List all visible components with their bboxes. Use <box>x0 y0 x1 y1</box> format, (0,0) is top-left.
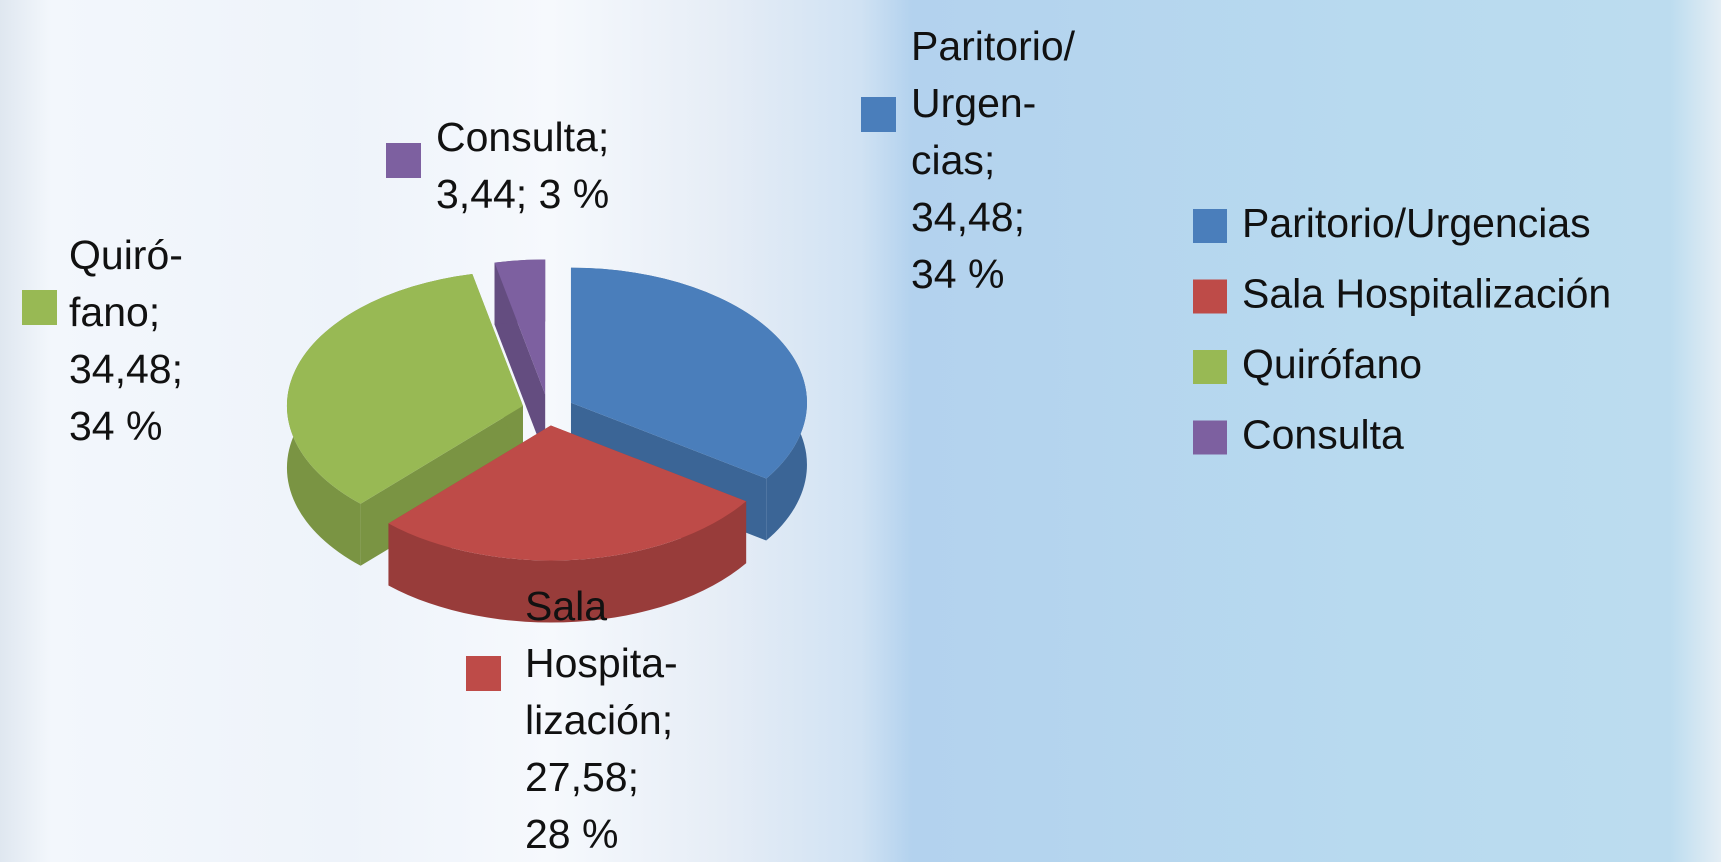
data-label: Paritorio/Urgen-cias; 34,48; 34 % <box>911 23 1076 297</box>
data-label-line: 34 % <box>911 251 1004 297</box>
data-label-line: Hospita- <box>525 640 678 686</box>
legend-label: Sala Hospitalización <box>1242 270 1611 316</box>
legend-swatch <box>1193 350 1227 384</box>
slice-side <box>388 501 747 623</box>
legend-label: Consulta <box>1242 411 1404 457</box>
slice <box>570 267 807 479</box>
data-label-line: Paritorio/ <box>911 23 1076 69</box>
data-label-line: Quiró- <box>69 232 183 278</box>
data-label-line: lización; <box>525 697 673 743</box>
legend-swatch <box>1193 420 1227 455</box>
slice <box>388 425 747 561</box>
data-label-line: cias; <box>911 137 995 183</box>
data-label: Consulta; 3,44; 3 % <box>436 114 609 217</box>
data-label-line: 34,48; <box>69 346 183 392</box>
data-label-line: 28 % <box>525 811 618 857</box>
legend-swatch <box>1193 279 1227 314</box>
slice <box>286 273 523 504</box>
data-label-line: fano; <box>69 289 160 335</box>
data-label: Sala Hospita-lización; 27,58; 28 % <box>525 583 678 857</box>
data-label-key <box>22 290 57 325</box>
data-label-line: 3,44; 3 % <box>436 171 609 217</box>
data-label-line: 34 % <box>69 403 162 449</box>
data-label-line: 27,58; <box>525 754 639 800</box>
data-label-key <box>466 656 501 691</box>
data-label-key <box>386 143 421 178</box>
data-label-line: Urgen- <box>911 80 1036 126</box>
data-label: Quiró-fano; 34,48; 34 % <box>69 232 183 449</box>
data-label-line: Sala <box>525 583 607 629</box>
legend-label: Quirófano <box>1242 341 1422 387</box>
legend-label: Paritorio/Urgencias <box>1242 200 1591 246</box>
slice <box>494 259 546 395</box>
data-label-key <box>861 97 896 132</box>
data-label-line: Consulta; <box>436 114 609 160</box>
data-label-line: 34,48; <box>911 194 1025 240</box>
legend-swatch <box>1193 209 1227 243</box>
